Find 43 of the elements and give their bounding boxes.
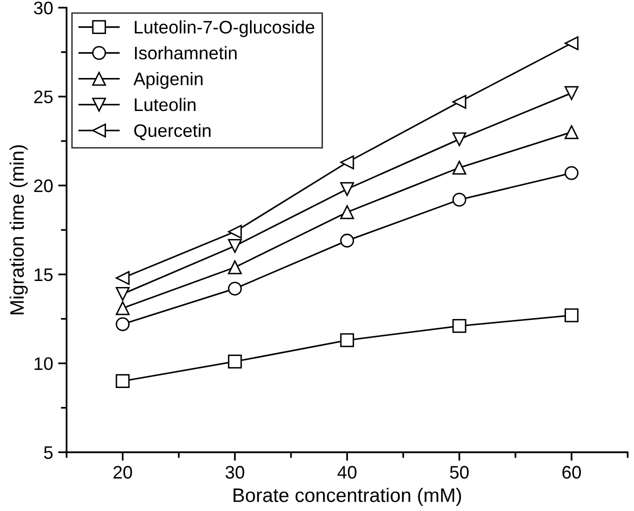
x-tick-label: 20	[114, 466, 132, 479]
point	[452, 132, 466, 146]
legend-label: Luteolin-7-O-glucoside	[134, 20, 314, 38]
point	[116, 374, 130, 388]
point	[228, 224, 242, 239]
point	[228, 239, 242, 253]
y-tick-label: 5	[44, 446, 53, 459]
point	[452, 94, 466, 109]
y-axis-title: Migration time (min)	[10, 145, 28, 314]
point	[564, 166, 578, 180]
point	[564, 36, 578, 50]
point	[340, 234, 354, 248]
point	[116, 287, 130, 301]
point	[452, 192, 466, 207]
point	[340, 182, 354, 196]
legend-label: Quercetin	[134, 124, 210, 140]
y-tick-label: 10	[34, 357, 53, 370]
x-axis-title: Borate concentration (mM)	[234, 488, 462, 506]
point	[228, 354, 242, 368]
point	[564, 86, 578, 100]
y-tick-label: 25	[34, 90, 53, 104]
legend-label: Isorhamnetin	[135, 46, 237, 60]
x-tick-label: 60	[562, 466, 581, 479]
point	[564, 308, 578, 322]
x-tick-label: 50	[450, 466, 469, 479]
point	[452, 319, 466, 333]
legend-label: Apigenin	[133, 72, 202, 89]
legend-label: Luteolin	[134, 98, 196, 112]
point	[228, 260, 242, 274]
point	[340, 155, 354, 170]
x-tick-label: 30	[226, 466, 244, 479]
point	[340, 333, 354, 348]
point	[116, 301, 130, 316]
y-tick-label: 15	[34, 268, 53, 282]
y-tick-label: 20	[34, 179, 53, 192]
point	[228, 282, 242, 296]
point	[564, 125, 578, 140]
point	[452, 160, 466, 175]
point	[116, 317, 130, 332]
point	[340, 205, 354, 220]
x-tick-label: 40	[337, 466, 356, 479]
point	[116, 271, 130, 285]
y-tick-label: 30	[34, 2, 53, 14]
